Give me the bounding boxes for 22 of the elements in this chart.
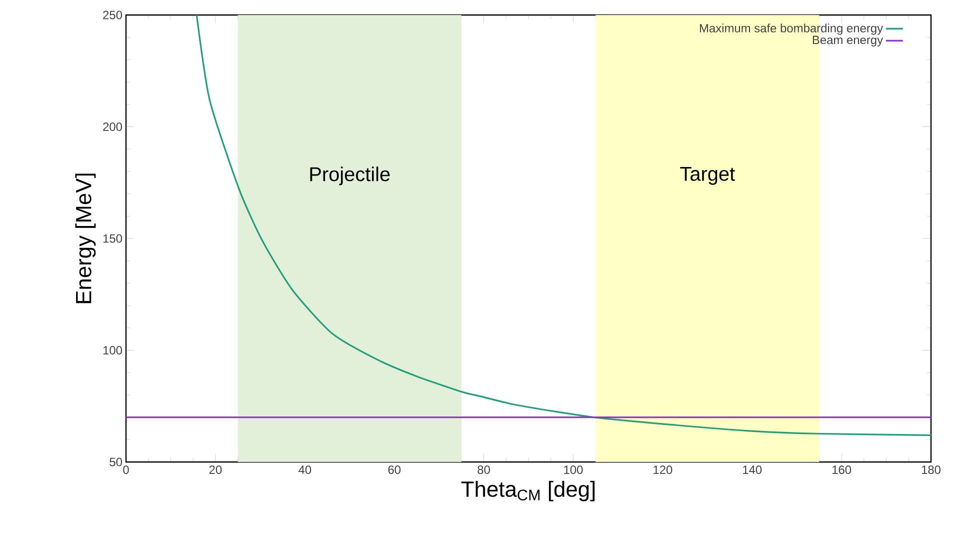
y-tick-label: 100 <box>103 346 122 354</box>
y-tick-label: 200 <box>103 122 122 131</box>
y-axis-title: Energy [MeV] <box>75 174 96 304</box>
y-tick-label: 50 <box>110 458 122 466</box>
band-label: Target <box>680 167 735 185</box>
x-tick-label: 140 <box>743 466 762 474</box>
x-tick-label: 60 <box>388 466 401 474</box>
x-tick-label: 80 <box>478 466 490 474</box>
y-tick-label: 150 <box>103 234 122 243</box>
x-tick-label: 100 <box>564 466 583 474</box>
band-label: Projectile <box>310 166 390 186</box>
x-tick-label: 20 <box>209 466 222 474</box>
legend-label: Maximum safe bombarding energy <box>700 24 884 35</box>
x-tick-label: 120 <box>654 466 672 474</box>
y-tick-label: 250 <box>103 10 122 20</box>
x-tick-label: 160 <box>832 466 852 474</box>
x-tick-label: 180 <box>922 466 941 474</box>
x-tick-label: 0 <box>123 466 129 474</box>
x-tick-label: 40 <box>298 466 312 474</box>
legend-label: Beam energy <box>812 36 884 47</box>
x-axis-title: Theta$_{CM}$ [deg] <box>461 480 595 502</box>
line-series <box>196 14 932 436</box>
